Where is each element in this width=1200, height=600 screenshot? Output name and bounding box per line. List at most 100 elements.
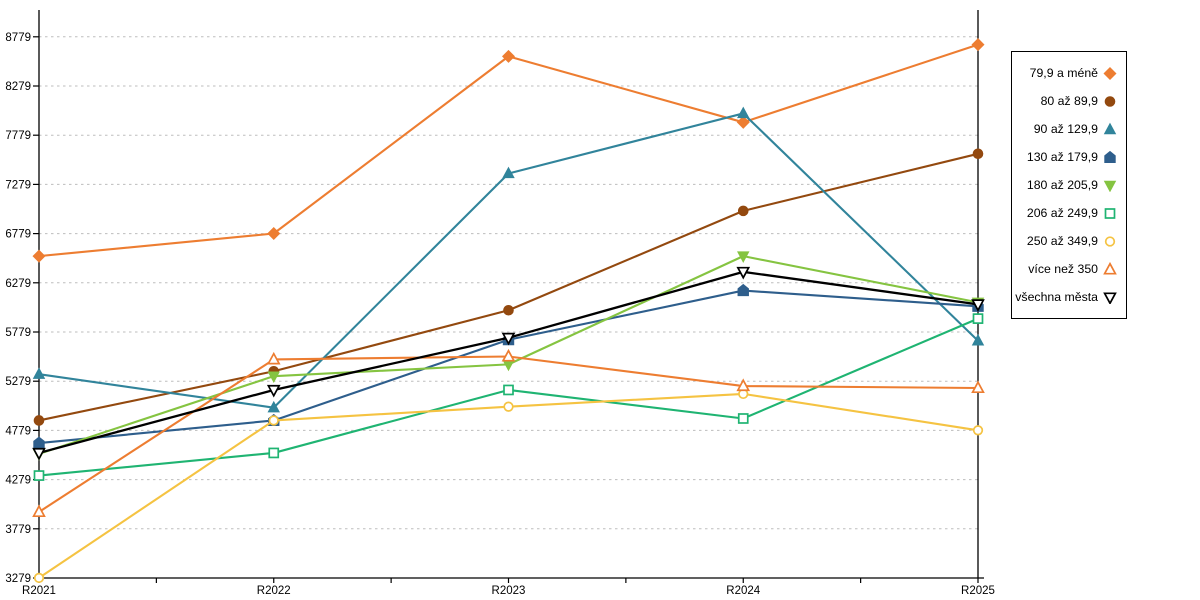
series-4-point-3 <box>737 251 750 263</box>
x-tick-label: R2021 <box>22 585 56 597</box>
series-8-point-0 <box>32 447 46 461</box>
series-7-point-4 <box>971 380 985 394</box>
legend-item-7: více než 350 <box>1012 262 1126 276</box>
series-2 <box>32 106 985 413</box>
legend-item-4: 180 až 205,9 <box>1012 178 1126 192</box>
square-hollow-icon <box>1104 208 1116 219</box>
legend-label: 250 až 349,9 <box>1026 234 1098 248</box>
legend-item-0: 79,9 a méně <box>1012 66 1126 80</box>
legend-marker-5 <box>1104 208 1116 219</box>
circle-hollow-icon <box>1104 236 1116 247</box>
series-7-point-1 <box>266 351 281 365</box>
y-tick-label: 3279 <box>5 573 31 585</box>
series-5-point-1 <box>268 447 280 459</box>
y-tick-label: 8279 <box>5 81 31 93</box>
series-2-point-0 <box>32 367 46 379</box>
series-7-point-3 <box>736 378 751 392</box>
circle-filled-icon <box>1104 96 1116 107</box>
series-5-point-0 <box>33 470 45 481</box>
y-tick-label: 8779 <box>5 32 31 44</box>
series-0-point-0 <box>32 249 46 263</box>
series-1-point-3 <box>737 205 749 217</box>
triangle-down-filled-icon <box>1103 180 1117 192</box>
series-7-point-2 <box>501 348 516 362</box>
pentagon-filled-icon <box>1104 150 1116 163</box>
y-tick-label: 5279 <box>5 376 31 388</box>
series-6-point-4 <box>972 425 984 436</box>
legend-label: 90 až 129,9 <box>1033 122 1098 136</box>
triangle-up-hollow-icon <box>1103 262 1117 275</box>
legend-marker-7 <box>1103 262 1117 275</box>
series-4-point-1 <box>267 371 280 384</box>
legend-item-3: 130 až 179,9 <box>1012 150 1126 164</box>
legend-marker-4 <box>1103 180 1117 192</box>
legend-marker-3 <box>1104 150 1116 163</box>
legend: 79,9 a méně 80 až 89,9 90 až 129,9 130 až 1… <box>1011 51 1127 319</box>
series-6 <box>33 388 984 584</box>
legend-label: 79,9 a méně <box>1029 66 1098 80</box>
triangle-up-filled-icon <box>1103 122 1117 135</box>
series-0-point-2 <box>501 49 516 63</box>
series-1-point-2 <box>503 304 514 316</box>
legend-label: více než 350 <box>1028 262 1098 276</box>
legend-item-8: všechna města <box>1012 290 1126 304</box>
legend-marker-6 <box>1104 236 1116 247</box>
legend-item-6: 250 až 349,9 <box>1012 234 1126 248</box>
series-line-0 <box>37 43 980 258</box>
series-8-point-2 <box>501 332 516 346</box>
series-0-point-3 <box>736 115 750 129</box>
legend-label: 180 až 205,9 <box>1026 178 1098 192</box>
series-3-point-0 <box>33 436 45 449</box>
legend-item-5: 206 až 249,9 <box>1012 206 1126 220</box>
y-tick-label: 4779 <box>5 425 31 437</box>
series-7-point-0 <box>32 504 46 518</box>
series-8-point-3 <box>736 266 751 280</box>
series-8 <box>32 266 985 461</box>
series-5-point-4 <box>972 313 984 324</box>
triangle-down-hollow-icon <box>1103 292 1117 304</box>
x-tick-label: R2024 <box>726 585 760 597</box>
series-4 <box>32 251 985 461</box>
y-tick-label: 3779 <box>5 524 31 536</box>
x-tick-label: R2025 <box>961 585 995 597</box>
series-6-point-2 <box>503 401 514 412</box>
legend-label: 80 až 89,9 <box>1040 94 1098 108</box>
series-8-point-1 <box>266 384 281 398</box>
legend-marker-1 <box>1104 96 1116 107</box>
legend-label: 130 až 179,9 <box>1026 150 1098 164</box>
y-tick-label: 7779 <box>5 130 31 142</box>
series-7 <box>32 348 985 518</box>
series-0-point-4 <box>971 38 985 52</box>
legend-marker-2 <box>1103 122 1117 135</box>
series-3-point-3 <box>737 283 749 297</box>
legend-marker-0 <box>1103 66 1117 80</box>
legend-item-2: 90 až 129,9 <box>1012 122 1126 136</box>
series-2-point-2 <box>502 166 515 179</box>
y-tick-label: 6279 <box>5 278 31 290</box>
x-tick-label: R2023 <box>492 585 526 597</box>
y-tick-label: 7279 <box>5 179 31 191</box>
y-tick-label: 5779 <box>5 327 31 339</box>
series-2-point-3 <box>737 106 750 119</box>
diamond-filled-icon <box>1103 66 1117 80</box>
legend-label: 206 až 249,9 <box>1026 206 1098 220</box>
series-line-1 <box>37 152 980 422</box>
y-tick-label: 4279 <box>5 475 31 487</box>
series-2-point-1 <box>267 400 280 413</box>
series-0 <box>32 38 985 263</box>
series-5-point-2 <box>503 384 514 396</box>
series-1-point-0 <box>33 415 45 426</box>
series-8-point-4 <box>971 299 985 312</box>
series-0-point-1 <box>267 226 281 241</box>
series-1-point-4 <box>972 148 984 160</box>
legend-label: všechna města <box>1015 290 1098 304</box>
series-2-point-4 <box>971 333 985 346</box>
series-6-point-0 <box>33 572 45 584</box>
series-5 <box>33 313 984 481</box>
y-tick-label: 6779 <box>5 229 31 241</box>
legend-marker-8 <box>1103 292 1117 304</box>
series-6-point-1 <box>268 415 279 426</box>
legend-item-1: 80 až 89,9 <box>1012 94 1126 108</box>
